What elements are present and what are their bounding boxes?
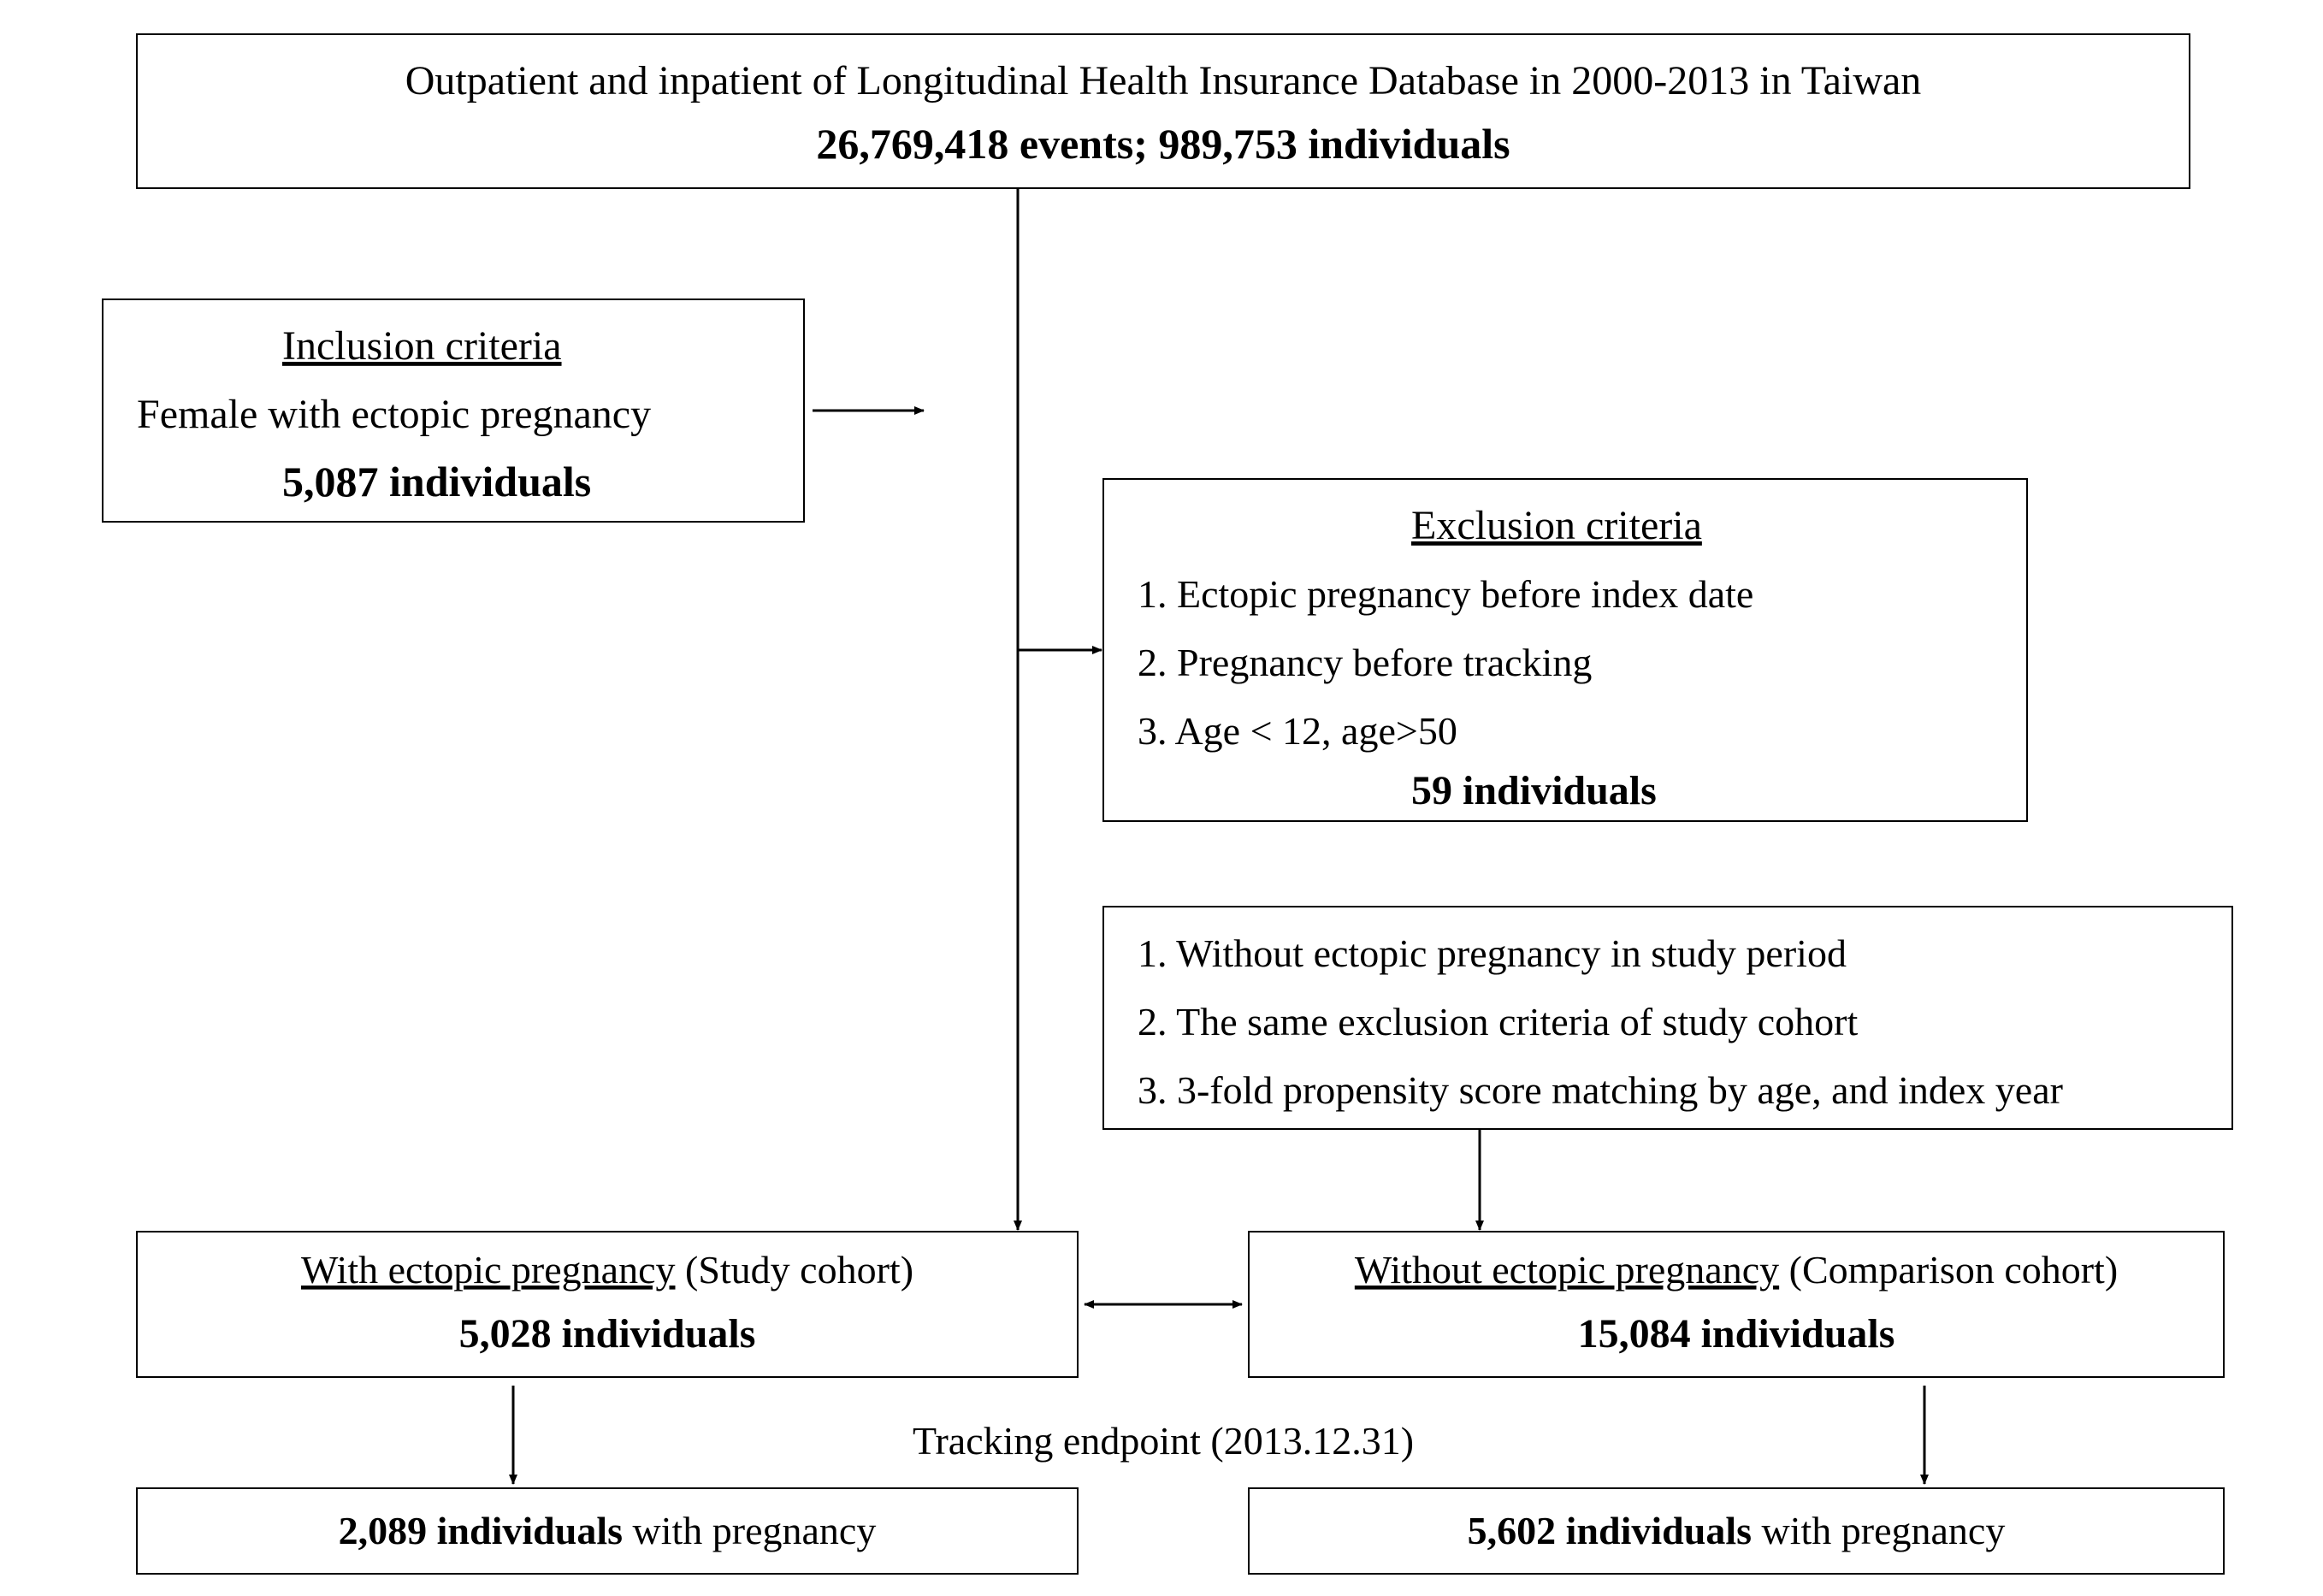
matching-item2: 2. The same exclusion criteria of study … bbox=[1138, 1000, 1858, 1043]
cohort-flowchart: Outpatient and inpatient of Longitudinal… bbox=[0, 0, 2323, 1596]
exclusion-item2: 2. Pregnancy before tracking bbox=[1138, 641, 1592, 684]
outcome-right-text: 5,602 individuals with pregnancy bbox=[1468, 1509, 2006, 1552]
inclusion-heading: Inclusion criteria bbox=[282, 323, 562, 369]
outcome-left-text: 2,089 individuals with pregnancy bbox=[339, 1509, 877, 1552]
source-line2: 26,769,418 events; 989,753 individuals bbox=[816, 120, 1510, 168]
matching-item1: 1. Without ectopic pregnancy in study pe… bbox=[1138, 931, 1847, 975]
comparison-cohort-count: 15,084 individuals bbox=[1578, 1311, 1895, 1357]
exclusion-heading: Exclusion criteria bbox=[1411, 503, 1702, 548]
exclusion-item3: 3. Age < 12, age>50 bbox=[1138, 709, 1457, 753]
matching-item3: 3. 3-fold propensity score matching by a… bbox=[1138, 1068, 2063, 1112]
inclusion-line2: Female with ectopic pregnancy bbox=[137, 392, 651, 437]
study-cohort-count: 5,028 individuals bbox=[459, 1311, 756, 1357]
inclusion-count: 5,087 individuals bbox=[282, 458, 591, 505]
exclusion-item1: 1. Ectopic pregnancy before index date bbox=[1138, 572, 1753, 616]
tracking-endpoint-label: Tracking endpoint (2013.12.31) bbox=[913, 1419, 1414, 1463]
study-cohort-title: With ectopic pregnancy (Study cohort) bbox=[301, 1248, 913, 1292]
exclusion-count: 59 individuals bbox=[1411, 768, 1657, 813]
source-line1: Outpatient and inpatient of Longitudinal… bbox=[405, 58, 1922, 103]
comparison-cohort-title: Without ectopic pregnancy (Comparison co… bbox=[1355, 1248, 2118, 1292]
